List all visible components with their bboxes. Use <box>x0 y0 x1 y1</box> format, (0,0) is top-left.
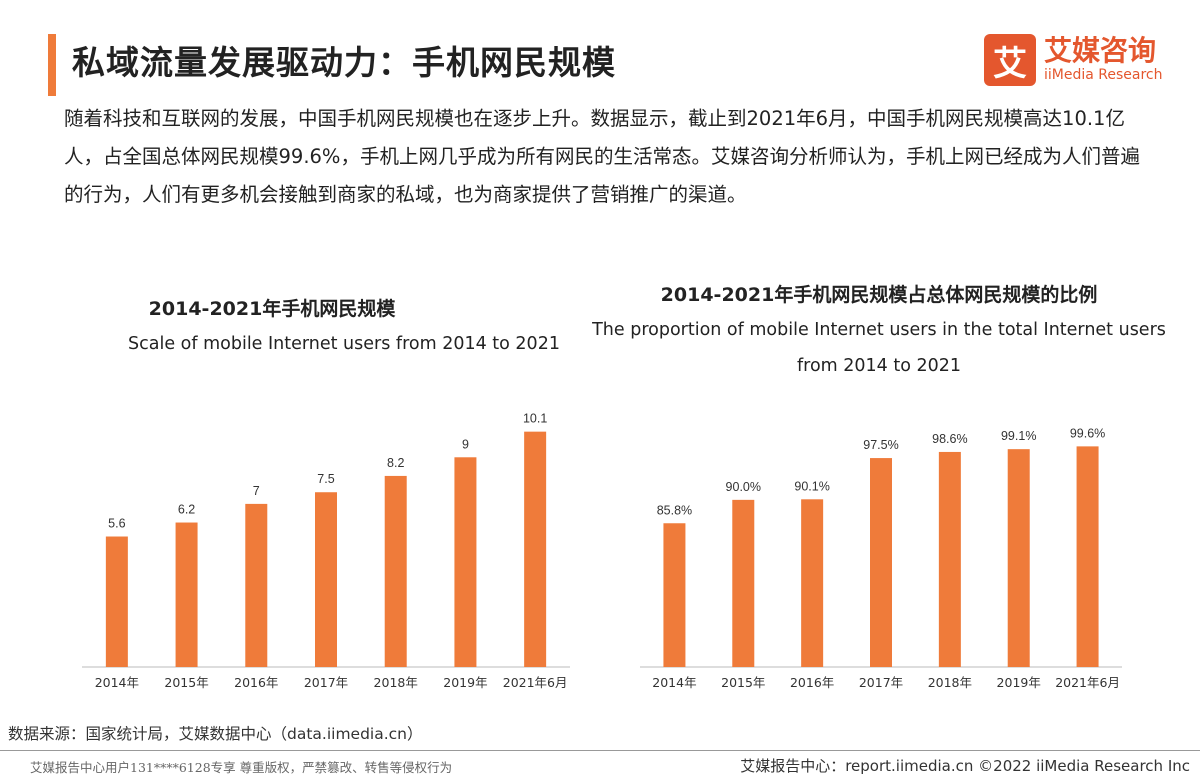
data-source: 数据来源：国家统计局，艾媒数据中心（data.iimedia.cn） <box>8 725 423 743</box>
chart-1-title: 2014-2021年手机网民规模 <box>148 298 396 320</box>
x-tick-label-2: 2015年 <box>164 675 208 690</box>
chart-2-subtitle: The proportion of mobile Internet users … <box>592 320 1166 376</box>
bar-7 <box>524 431 547 667</box>
value-label-7: 10.1 <box>523 412 547 426</box>
iimedia-logo: 艾 艾媒咨询 iiMedia Research <box>984 34 1163 86</box>
logo-mark-icon: 艾 <box>984 34 1036 86</box>
x-tick-label-1: 2014年 <box>95 675 139 690</box>
x-tick-label-6: 2019年 <box>443 675 487 690</box>
value-label-5: 8.2 <box>387 456 404 470</box>
chart-2-title: 2014-2021年手机网民规模占总体网民规模的比例 <box>660 284 1098 306</box>
bar-1 <box>105 536 128 667</box>
page-title: 私域流量发展驱动力：手机网民规模 <box>72 43 616 82</box>
logo-name-cn: 艾媒咨询 <box>1044 34 1157 67</box>
x-tick-label-5: 2018年 <box>374 675 418 690</box>
intro-paragraph: 随着科技和互联网的发展，中国手机网民规模也在逐步上升。数据显示，截止到2021年… <box>64 107 1140 206</box>
copyright-notice: 艾媒报告中心用户131****6128专享 尊重版权，严禁篡改、转售等侵权行为 <box>30 760 453 775</box>
x-tick-label-7: 2021年6月 <box>503 675 568 690</box>
bar-2 <box>175 522 198 667</box>
value-label-1: 5.6 <box>108 517 125 531</box>
chart-1-subtitle: Scale of mobile Internet users from 2014… <box>128 334 560 354</box>
value-label-2: 6.2 <box>178 503 195 517</box>
logo-name-en: iiMedia Research <box>1044 67 1163 83</box>
bar-3 <box>245 503 268 667</box>
bar-6 <box>454 457 477 667</box>
title-accent-bar <box>48 34 56 96</box>
x-tick-label-4: 2017年 <box>304 675 348 690</box>
value-label-3: 7 <box>253 484 260 498</box>
value-label-6: 9 <box>462 437 469 451</box>
footer-divider <box>0 750 1200 751</box>
value-label-4: 7.5 <box>317 472 334 486</box>
x-tick-label-3: 2016年 <box>234 675 278 690</box>
report-center-link[interactable]: 艾媒报告中心：report.iimedia.cn ©2022 iiMedia R… <box>740 757 1190 775</box>
bar-5 <box>384 475 407 667</box>
logo-text: 艾媒咨询 iiMedia Research <box>1044 36 1163 84</box>
bar-4 <box>315 492 337 667</box>
